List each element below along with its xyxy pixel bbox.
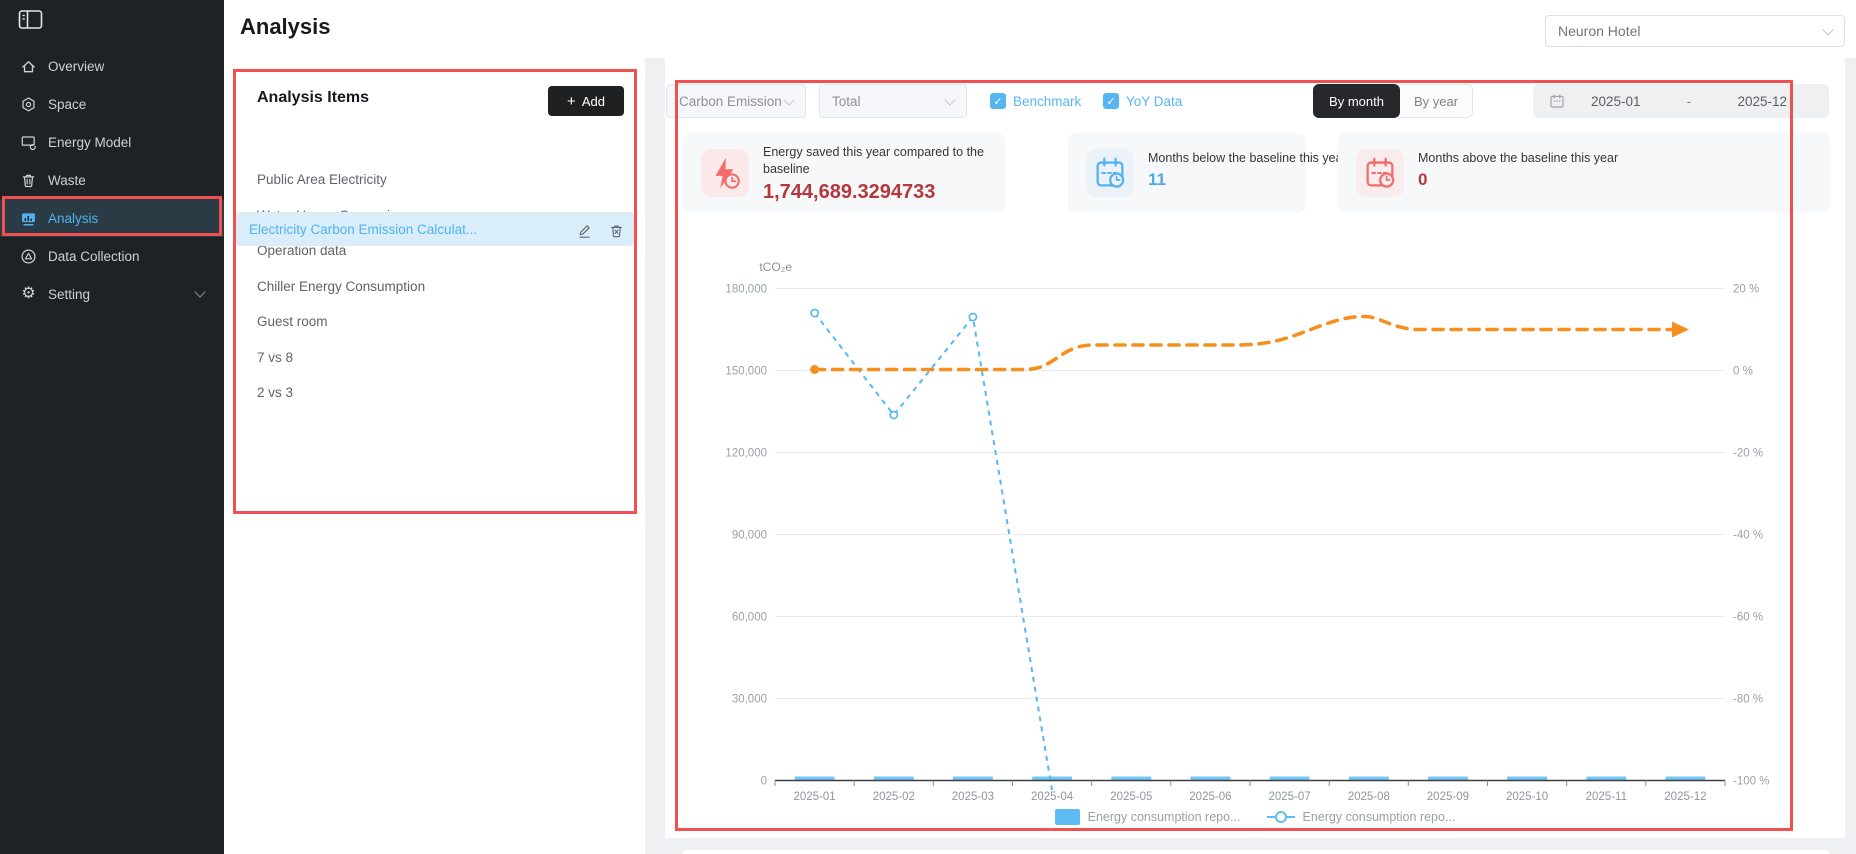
- app-logo-icon[interactable]: [18, 9, 44, 31]
- hotel-select-value: Neuron Hotel: [1558, 23, 1641, 39]
- sidebar-item-label: Space: [48, 96, 87, 112]
- chevron-down-icon: [944, 93, 956, 106]
- sidebar: Overview Space Energy Model Waste An: [0, 0, 224, 854]
- date-range-picker[interactable]: 2025-01 - 2025-12: [1533, 84, 1829, 118]
- chart-legend: Energy consumption repo... Energy consum…: [665, 809, 1845, 825]
- date-end: 2025-12: [1737, 93, 1787, 109]
- scope-select[interactable]: Total: [819, 84, 967, 118]
- list-item[interactable]: 2 vs 3: [257, 385, 294, 401]
- sidebar-item-waste[interactable]: Waste: [0, 161, 224, 199]
- yoy-data-checkbox[interactable]: ✓ YoY Data: [1103, 93, 1182, 109]
- by-month-button[interactable]: By month: [1313, 84, 1400, 118]
- calendar-clock-icon: [1356, 149, 1404, 197]
- sidebar-item-label: Energy Model: [48, 134, 132, 150]
- date-separator: -: [1686, 93, 1692, 109]
- waste-icon: [22, 174, 35, 187]
- list-item[interactable]: Chiller Energy Consumption: [257, 278, 426, 294]
- energy-model-icon: [21, 135, 36, 150]
- calendar-icon: [1550, 94, 1564, 108]
- space-icon: [22, 96, 35, 111]
- by-year-button[interactable]: By year: [1400, 84, 1473, 118]
- setting-icon: ⚙: [21, 285, 36, 302]
- stat-value: 0: [1418, 170, 1428, 189]
- checkbox-checked-icon: ✓: [990, 93, 1006, 109]
- data-collection-icon: [21, 248, 36, 264]
- legend-item-bar[interactable]: Energy consumption repo...: [1054, 809, 1241, 825]
- next-panel-edge: [683, 850, 1830, 854]
- sidebar-item-data-collection[interactable]: Data Collection: [0, 237, 224, 275]
- analysis-icon: [22, 212, 35, 225]
- edit-icon[interactable]: [577, 223, 592, 239]
- bolt-clock-icon: [701, 149, 749, 197]
- analysis-items-title: Analysis Items: [257, 89, 370, 106]
- sidebar-item-energy-model[interactable]: Energy Model: [0, 123, 224, 161]
- stat-title: Months below the baseline this year: [1148, 151, 1347, 165]
- sidebar-item-label: Data Collection: [48, 248, 140, 264]
- analysis-items-list: Electricity Carbon Emission Calculat... …: [236, 128, 634, 411]
- stat-title: Months above the baseline this year: [1418, 151, 1619, 165]
- stat-card-energy-saved: Energy saved this year compared to the b…: [683, 133, 1005, 213]
- stat-card-months-below: Months below the baseline this year 11: [1068, 133, 1347, 213]
- stat-card-months-above: Months above the baseline this year 0: [1338, 133, 1830, 213]
- legend-line-swatch-icon: [1266, 811, 1295, 823]
- page-title: Analysis: [240, 14, 331, 39]
- sidebar-item-label: Overview: [48, 58, 105, 74]
- stat-value: 1,744,689.3294733: [763, 181, 936, 203]
- sidebar-item-label: Analysis: [48, 210, 99, 226]
- chevron-down-icon: [194, 286, 206, 298]
- sidebar-item-label: Waste: [48, 172, 86, 188]
- home-icon: [22, 60, 35, 72]
- sidebar-item-overview[interactable]: Overview: [0, 47, 224, 85]
- list-item-selected[interactable]: Electricity Carbon Emission Calculat...: [236, 212, 634, 246]
- checkbox-checked-icon: ✓: [1103, 93, 1119, 109]
- sidebar-item-space[interactable]: Space: [0, 85, 224, 123]
- metric-select[interactable]: Carbon Emission: [666, 84, 806, 118]
- left-panel-surface: [224, 58, 645, 854]
- chevron-down-icon: [1822, 23, 1834, 36]
- list-item[interactable]: 7 vs 8: [257, 349, 294, 365]
- date-start: 2025-01: [1591, 93, 1641, 109]
- legend-item-line[interactable]: Energy consumption repo...: [1266, 810, 1455, 824]
- period-toggle: By month By year: [1313, 84, 1473, 118]
- add-button[interactable]: + Add: [548, 86, 624, 116]
- sidebar-item-setting[interactable]: ⚙ Setting: [0, 275, 224, 313]
- legend-bar-swatch-icon: [1054, 809, 1080, 825]
- delete-icon[interactable]: [609, 223, 624, 239]
- list-item[interactable]: Public Area Electricity: [257, 172, 387, 188]
- hotel-select[interactable]: Neuron Hotel: [1545, 15, 1845, 47]
- chevron-down-icon: [783, 93, 795, 106]
- stat-value: 11: [1148, 170, 1166, 189]
- plus-icon: +: [567, 92, 576, 110]
- calendar-clock-icon: [1086, 149, 1134, 197]
- list-item[interactable]: Operation data: [257, 243, 347, 259]
- sidebar-item-analysis[interactable]: Analysis: [0, 199, 224, 237]
- list-item[interactable]: Guest room: [257, 314, 328, 330]
- sidebar-item-label: Setting: [48, 286, 91, 302]
- stat-title: Energy saved this year compared to the b…: [763, 145, 984, 176]
- benchmark-checkbox[interactable]: ✓ Benchmark: [990, 93, 1081, 109]
